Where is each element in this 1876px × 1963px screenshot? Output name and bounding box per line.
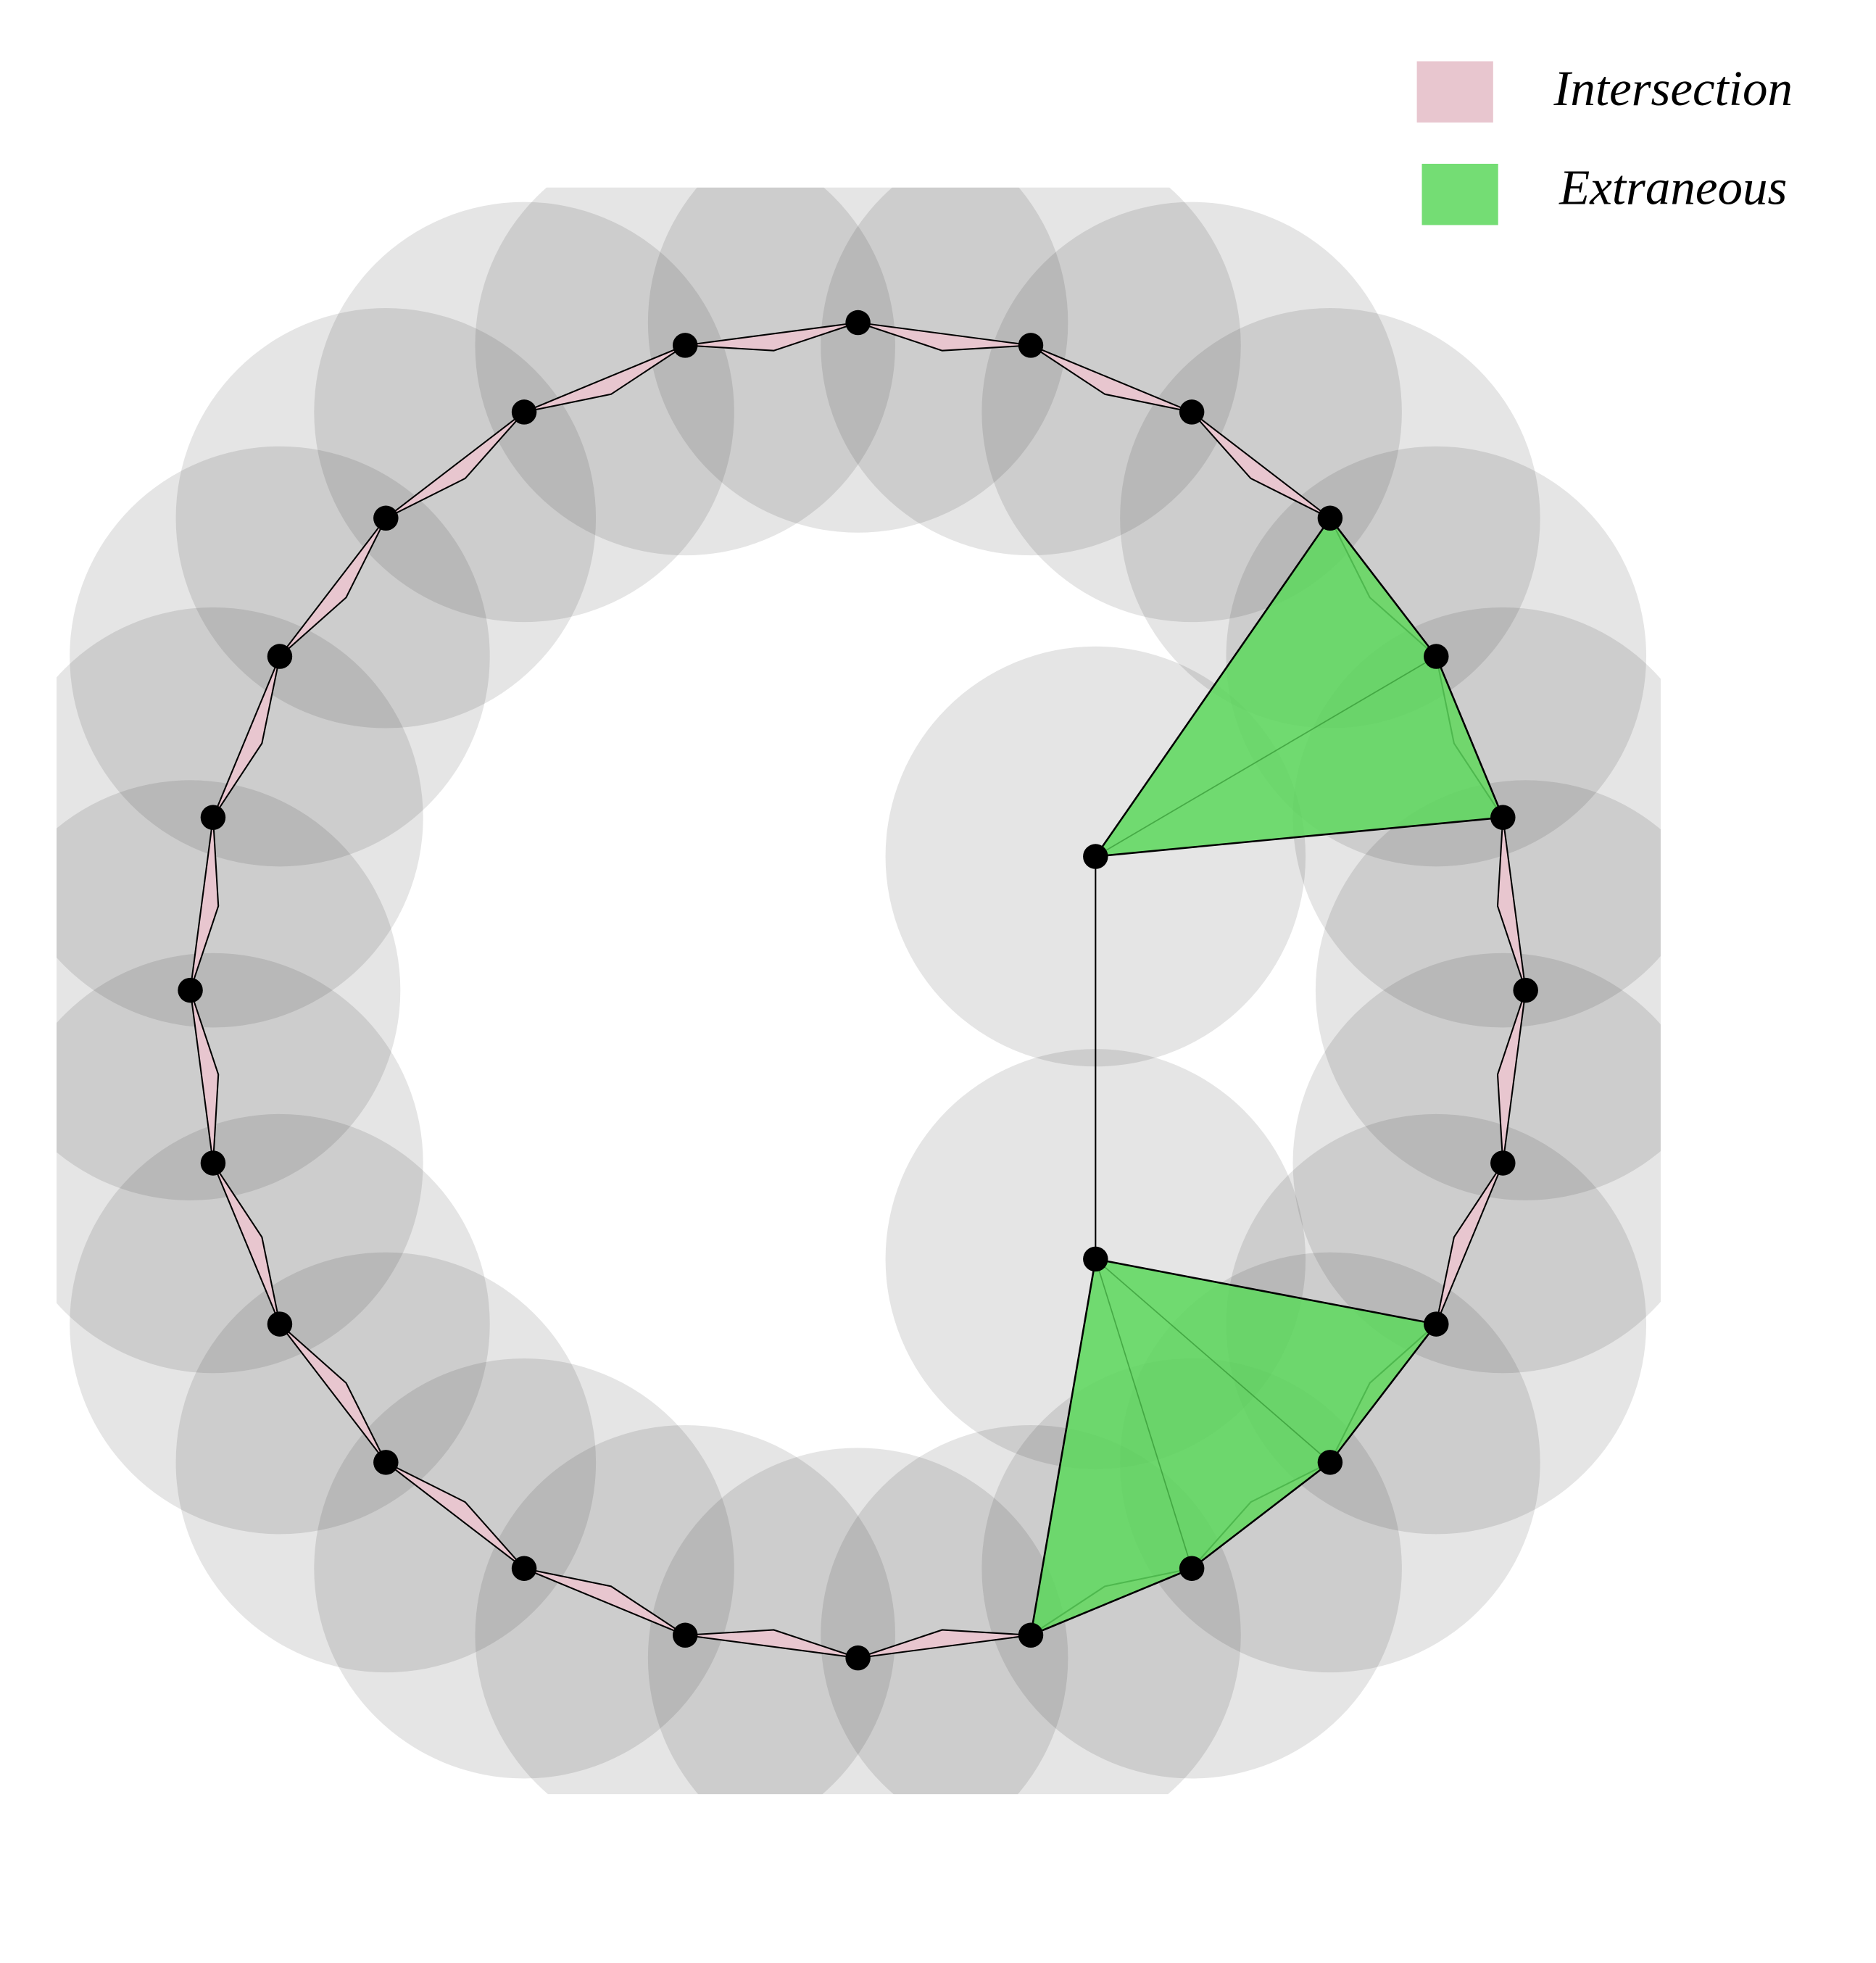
ribbon-piece <box>189 817 220 991</box>
point <box>200 1150 226 1176</box>
ribbon-piece <box>858 1629 1032 1659</box>
point <box>1317 505 1343 531</box>
ribbon-piece <box>212 656 281 818</box>
disk <box>1315 780 1661 1200</box>
ribbon-piece <box>212 1162 281 1325</box>
extraneous-region <box>1029 1258 1438 1637</box>
disk <box>56 780 401 1200</box>
point <box>1018 1622 1044 1648</box>
ribbon-piece <box>1496 989 1527 1163</box>
point <box>373 1450 399 1475</box>
point <box>511 1556 537 1581</box>
point <box>1490 805 1516 830</box>
ribbon-piece <box>523 1567 686 1636</box>
point <box>200 805 226 830</box>
ribbon-piece <box>858 321 1032 352</box>
disk <box>475 187 895 556</box>
ribbon-piece <box>523 344 686 413</box>
point <box>1424 644 1449 669</box>
point <box>672 1622 698 1648</box>
point <box>1424 1311 1449 1337</box>
point <box>1317 1450 1343 1475</box>
inner-edge <box>1095 655 1437 858</box>
disk <box>821 187 1241 556</box>
point <box>373 505 399 531</box>
point <box>1083 844 1108 869</box>
disk <box>647 187 1068 533</box>
point <box>845 310 871 336</box>
point <box>267 1311 293 1337</box>
disk <box>647 1448 1068 1795</box>
legend-swatch <box>1421 163 1498 225</box>
point <box>1179 399 1205 425</box>
ribbon-piece <box>685 321 858 352</box>
legend-label: Intersection <box>1553 61 1793 116</box>
point <box>1018 333 1044 358</box>
point <box>1490 1150 1516 1176</box>
ribbon-piece <box>1496 817 1527 991</box>
ribbon-piece <box>1191 411 1331 519</box>
ribbon-piece <box>279 1323 387 1463</box>
ribbon-piece <box>279 518 387 657</box>
legend-swatch <box>1416 61 1493 123</box>
point <box>511 399 537 425</box>
point <box>178 977 203 1003</box>
ribbon-piece <box>385 1461 525 1569</box>
point <box>267 644 293 669</box>
ribbon-piece <box>1030 344 1192 413</box>
legend-label: Extraneous <box>1559 159 1787 215</box>
disks <box>56 187 1661 1795</box>
disk <box>56 607 423 1028</box>
point <box>1513 977 1538 1003</box>
points <box>178 310 1538 1671</box>
ribbon-piece <box>685 1629 858 1659</box>
disk <box>56 953 423 1374</box>
inner-edge <box>1095 1258 1192 1569</box>
disk <box>1292 953 1661 1374</box>
ribbon-piece <box>1435 1162 1504 1325</box>
point <box>845 1645 871 1671</box>
point <box>1083 1246 1108 1272</box>
ribbon-piece <box>385 411 525 519</box>
point <box>1179 1556 1205 1581</box>
disk <box>475 1425 895 1795</box>
point <box>672 333 698 358</box>
ribbon-piece <box>189 989 220 1163</box>
inner-edge <box>1095 1258 1331 1464</box>
